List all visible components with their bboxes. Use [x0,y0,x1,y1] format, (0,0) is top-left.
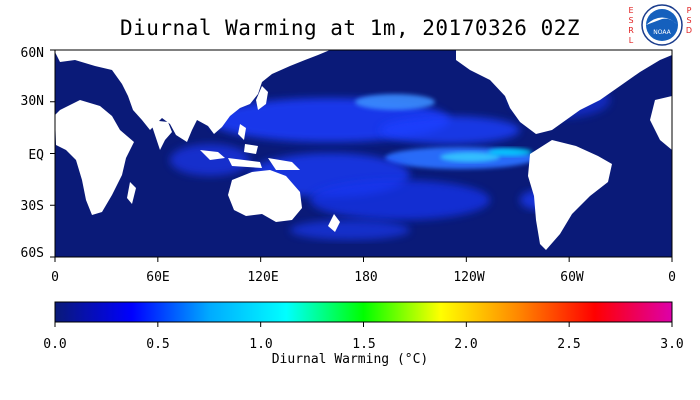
lon-label-120w: 120W [453,270,485,285]
noaa-logo-icon: NOAA [641,4,683,46]
lon-label-60e: 60E [146,270,170,285]
lon-label-0: 0 [51,270,59,285]
lat-label-eq: EQ [28,148,44,163]
lat-label-60n: 60N [20,46,44,61]
eurasia-land [55,50,330,142]
lon-label-120e: 120E [247,270,279,285]
colorbar-tick-label: 1.0 [249,337,273,352]
south-america-land [528,140,612,250]
colorbar-tick-label: 1.5 [352,337,376,352]
lon-label-60w: 60W [560,270,584,285]
colorbar-tick-label: 2.0 [454,337,478,352]
new-zealand-land [328,214,340,232]
colorbar-tick-label: 2.5 [557,337,581,352]
new-guinea-land [268,158,300,170]
india-land [150,120,172,150]
lat-label-30n: 30N [20,94,44,109]
philippines-land [238,124,246,140]
north-america-land [456,50,672,134]
colorbar-title: Diurnal Warming (°C) [271,352,429,367]
psd-letters: P S D [685,6,693,35]
colorbar-tick-label: 0.5 [146,337,170,352]
colorbar-tick-label: 0.0 [43,337,67,352]
lat-label-30s: 30S [20,199,44,214]
map-title: Diurnal Warming at 1m, 20170326 02Z [119,16,580,40]
japan-land [256,86,268,110]
map-ticks [50,49,673,262]
australia-land [228,170,302,222]
colorbar-ticks [54,322,673,327]
colorbar-tick-label: 3.0 [660,337,684,352]
esrl-letters: E S R L [628,6,634,45]
indonesia-land [200,144,262,168]
lat-label-60s: 60S [20,246,44,261]
africa-land [55,100,134,215]
land-masses [55,50,672,250]
europe-africa-edge [650,96,672,150]
noaa-logo-text: NOAA [653,29,671,36]
madagascar-land [127,182,136,204]
lon-label-0-end: 0 [668,270,676,285]
lon-label-180: 180 [354,270,378,285]
colorbar [55,302,672,322]
